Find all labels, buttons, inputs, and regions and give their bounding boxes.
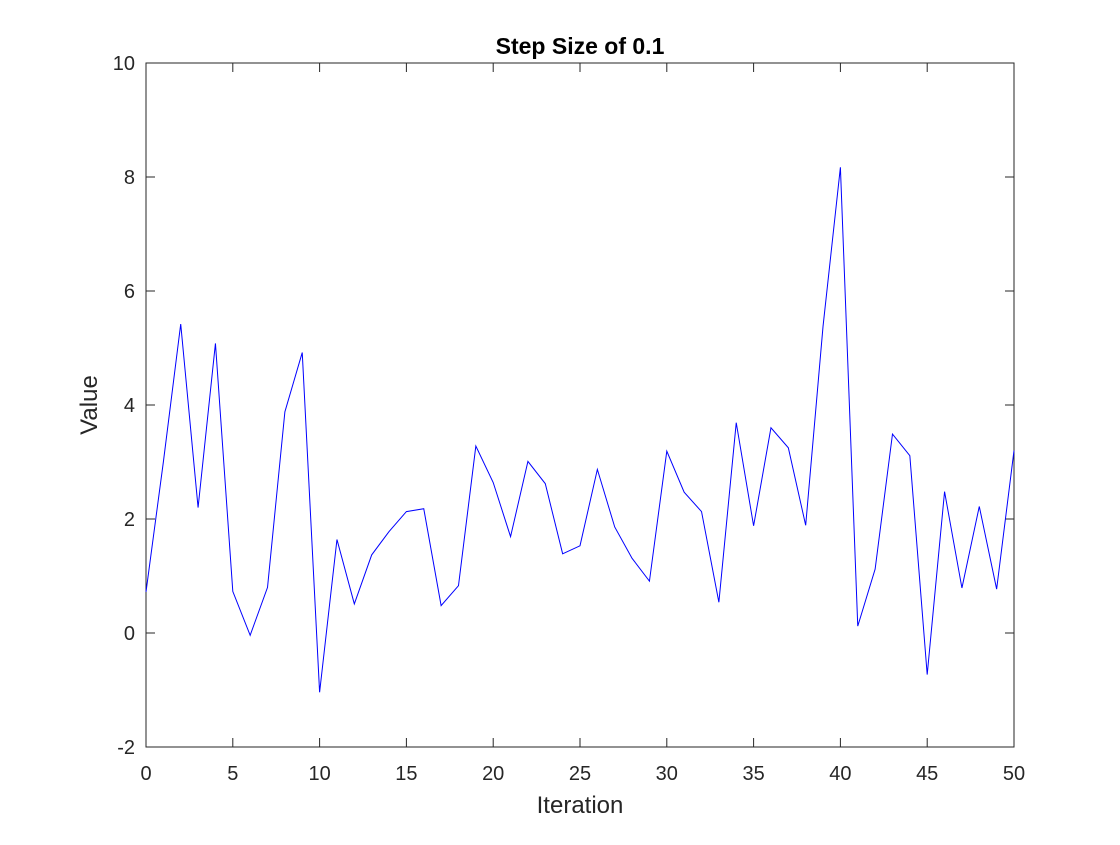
y-tick-label: -2 bbox=[117, 737, 135, 759]
x-tick-label: 10 bbox=[308, 763, 330, 785]
x-tick-label: 50 bbox=[1003, 763, 1025, 785]
series-layer bbox=[145, 167, 1015, 693]
y-tick-label: 4 bbox=[124, 395, 135, 417]
y-tick-label: 2 bbox=[124, 509, 135, 531]
series-line bbox=[145, 167, 1015, 693]
x-tick-label: 25 bbox=[569, 763, 591, 785]
y-tick-label: 0 bbox=[124, 623, 135, 645]
x-tick-label: 5 bbox=[227, 763, 238, 785]
x-tick-label: 20 bbox=[482, 763, 504, 785]
y-tick-label: 6 bbox=[124, 281, 135, 303]
x-tick-label: 45 bbox=[916, 763, 938, 785]
x-tick-label: 35 bbox=[742, 763, 764, 785]
x-axis-label: Iteration bbox=[537, 792, 624, 819]
plot-area bbox=[145, 62, 1015, 748]
y-tick-label: 10 bbox=[113, 53, 135, 75]
x-tick-label: 30 bbox=[656, 763, 678, 785]
x-tick-label: 15 bbox=[395, 763, 417, 785]
x-tick-label: 0 bbox=[140, 763, 151, 785]
chart-title: Step Size of 0.1 bbox=[496, 33, 665, 59]
x-tick-label: 40 bbox=[829, 763, 851, 785]
y-tick-label: 8 bbox=[124, 167, 135, 189]
y-axis-label: Value bbox=[76, 375, 103, 435]
